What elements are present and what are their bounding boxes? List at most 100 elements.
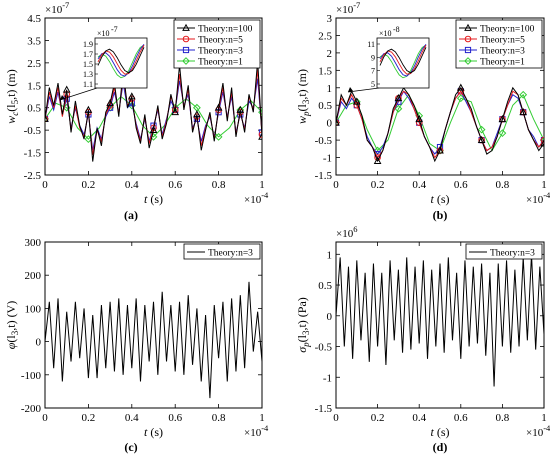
y-tick-label: -0.5 <box>24 125 42 137</box>
y-tick-label: 2.5 <box>27 58 41 70</box>
inset-series-line <box>97 47 145 74</box>
series-point <box>456 94 465 103</box>
series-point <box>84 105 93 113</box>
series-point <box>127 92 136 100</box>
inset-pointer-arrow <box>347 87 380 93</box>
y-tick-label: -0.5 <box>315 342 333 354</box>
inset-series-line <box>379 47 427 74</box>
inset-y-tick-label: 9 <box>371 53 375 62</box>
panel-caption: (c) <box>124 440 137 454</box>
series-point <box>394 104 403 113</box>
x-tick-label: 1 <box>259 412 265 424</box>
x-axis-multiplier: ×10-4 <box>526 190 550 206</box>
series-line-1 <box>45 281 262 399</box>
legend-marker <box>182 57 190 65</box>
y-tick-label: 0.5 <box>318 100 332 112</box>
series-point <box>540 139 544 147</box>
x-tick-label: 0.6 <box>168 179 182 191</box>
x-tick-label: 0.4 <box>125 179 139 191</box>
panel-a: 0 0.2 0.4 0.6 0.8 1 -2.5 -1.5 -0.5 0.5 1.5 2.5 3.5 4.… <box>4 0 269 222</box>
x-tick-label: 0.8 <box>212 179 226 191</box>
inset-y-tick-label: 1.7 <box>83 50 93 59</box>
series-point <box>171 107 180 116</box>
y-tick-label: -2.5 <box>24 170 42 182</box>
series-point <box>436 146 444 154</box>
x-tick-label: 0.6 <box>454 179 468 191</box>
x-tick-label: 0 <box>333 412 339 424</box>
x-tick-label: 0 <box>42 179 48 191</box>
plot-frame <box>44 241 263 409</box>
series-point <box>214 132 223 141</box>
y-tick-label: 4.5 <box>27 13 41 25</box>
x-axis-label: t (s) <box>144 425 163 439</box>
y-tick-label: -1.5 <box>315 170 333 182</box>
series-point <box>519 107 528 116</box>
x-tick-label: 0.2 <box>82 412 96 424</box>
y-tick-label: -1 <box>323 153 332 165</box>
legend-marker <box>464 35 472 43</box>
series-point <box>258 132 262 140</box>
series-point <box>149 125 158 134</box>
series-point <box>336 118 340 126</box>
inset-y-tick-label: 1.1 <box>83 80 93 89</box>
y-tick-label: 100 <box>25 303 42 315</box>
x-axis-label: t (s) <box>430 425 449 439</box>
panel-b: 0 0.2 0.4 0.6 0.8 1-1.5-1-0.500.511.522.53×10… <box>295 0 550 222</box>
series-point <box>258 131 262 138</box>
series-point <box>214 103 223 111</box>
x-tick-label: 0.2 <box>82 179 96 191</box>
legend-entry: Theory:n=5 <box>480 36 525 46</box>
x-tick-label: 1 <box>541 412 547 424</box>
y-tick-label: 0 <box>36 337 42 349</box>
y-tick-label: 0 <box>327 118 333 130</box>
x-tick-label: 0.4 <box>125 412 139 424</box>
series-point <box>540 136 544 144</box>
x-tick-label: 0.2 <box>371 412 385 424</box>
y-tick-label: -200 <box>21 403 42 415</box>
legend-marker <box>464 57 472 65</box>
series-line-1 <box>336 254 544 387</box>
series-point <box>236 105 245 113</box>
y-axis-label: σp(l3,t) (Pa) <box>295 297 311 353</box>
y-tick-label: 200 <box>25 270 42 282</box>
series-point <box>456 83 465 91</box>
legend-entry: Theory:n=1 <box>198 58 243 68</box>
y-tick-label: -0.5 <box>315 135 333 147</box>
series-point <box>106 98 114 107</box>
x-axis-label: t (s) <box>144 192 163 206</box>
panel-caption: (b) <box>433 208 448 222</box>
y-tick-label: 0.5 <box>27 103 41 115</box>
inset-multiplier-exponent: -7 <box>111 25 118 34</box>
x-tick-label: 0 <box>333 179 339 191</box>
y-tick-label: 3 <box>327 13 333 25</box>
series-point <box>394 93 403 102</box>
y-axis-multiplier: ×10-7 <box>336 0 360 16</box>
inset-series-line <box>97 44 145 79</box>
inset-multiplier: ×10 <box>97 29 110 38</box>
x-tick-label: 0.8 <box>496 179 510 191</box>
legend-marker <box>464 46 472 54</box>
legend-marker <box>182 35 190 43</box>
y-tick-label: 1.5 <box>27 80 41 92</box>
y-tick-label: 1 <box>327 249 333 261</box>
series-point <box>519 90 528 99</box>
y-tick-label: 1.5 <box>318 65 332 77</box>
inset-series-line <box>379 44 427 77</box>
inset-pointer-arrow <box>59 87 98 101</box>
legend-entry: Theory:n=3 <box>490 249 535 259</box>
x-axis-multiplier: ×10-4 <box>526 423 550 439</box>
legend-entry: Theory:n=3 <box>480 47 525 57</box>
y-tick-label: -1.5 <box>315 403 333 415</box>
inset-y-tick-label: 5 <box>371 80 375 89</box>
legend: Theory:n=100Theory:n=5Theory:n=3Theory:n… <box>455 19 543 69</box>
x-tick-label: 0.8 <box>212 412 226 424</box>
y-tick-label: -1 <box>323 372 332 384</box>
inset-multiplier-exponent: -8 <box>393 25 400 34</box>
legend: Theory:n=3 <box>465 243 543 260</box>
legend: Theory:n=100Theory:n=5Theory:n=3Theory:n… <box>173 19 261 69</box>
legend-entry: Theory:n=1 <box>480 58 525 68</box>
x-axis-multiplier: ×10-4 <box>244 423 269 439</box>
panel-c: 0 0.2 0.4 0.6 0.8 1 -200 -100 0 100 200 300 Theory:n… <box>4 237 269 454</box>
y-tick-label: 3.5 <box>27 35 41 47</box>
